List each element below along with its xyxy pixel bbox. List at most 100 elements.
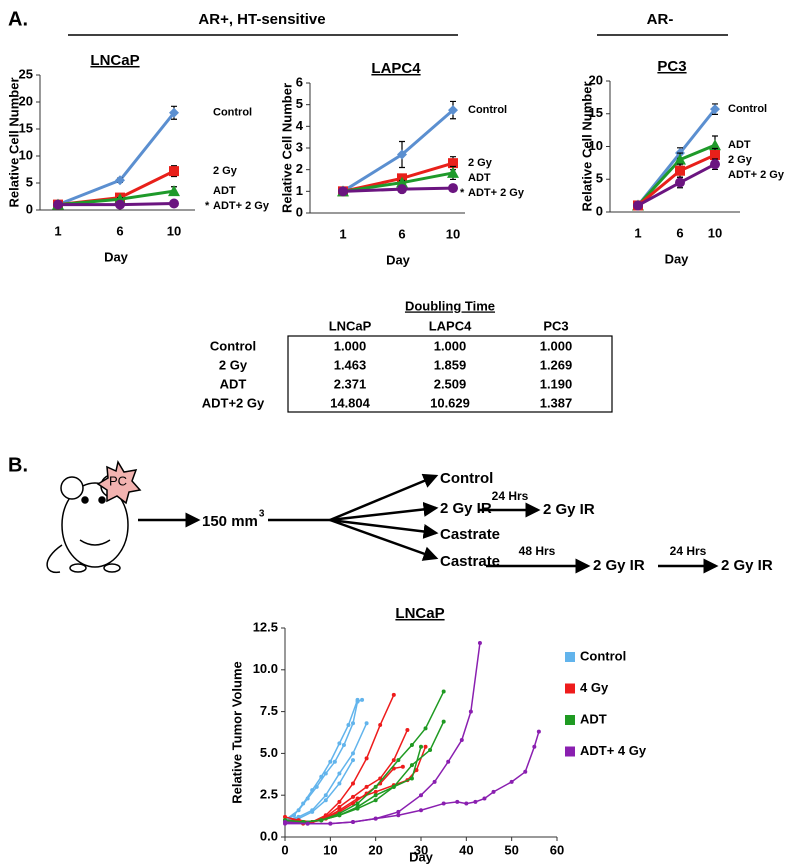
marker — [351, 758, 355, 763]
table-cell: 1.190 — [540, 376, 573, 391]
x-tick-label: 1 — [339, 226, 346, 241]
marker — [355, 801, 360, 806]
series-label: 2 Gy — [468, 157, 493, 169]
marker — [396, 758, 401, 763]
marker — [338, 186, 348, 197]
arm-label: Control — [440, 470, 493, 487]
series-label: ADT — [213, 185, 236, 197]
y-tick-label: 10.0 — [253, 661, 278, 676]
marker — [323, 798, 328, 803]
table-cell: 1.859 — [434, 357, 467, 372]
y-tick-label: 20 — [589, 72, 603, 87]
marker — [405, 727, 410, 732]
marker — [328, 759, 333, 764]
table-cell: 1.000 — [334, 338, 367, 353]
series-label: Control — [213, 107, 252, 119]
x-tick-label: 10 — [167, 223, 181, 238]
series-label: ADT+ 2 Gy — [468, 187, 525, 199]
marker — [482, 796, 487, 801]
marker — [53, 199, 63, 210]
y-tick-label: 6 — [296, 74, 303, 89]
row-label: ADT — [220, 376, 247, 391]
marker — [441, 689, 446, 694]
column-header: LAPC4 — [429, 318, 472, 333]
y-tick-label: 25 — [19, 66, 33, 81]
marker — [391, 784, 396, 789]
marker — [710, 104, 720, 115]
y-tick-label: 7.5 — [260, 703, 278, 718]
series-label: ADT — [468, 172, 491, 184]
interval-label: 24 Hrs — [492, 489, 529, 503]
table-cell: 10.629 — [430, 395, 470, 410]
marker — [355, 697, 360, 702]
marker — [536, 729, 541, 734]
marker — [419, 744, 423, 749]
marker — [419, 793, 423, 798]
marker — [491, 789, 496, 794]
marker — [373, 784, 378, 789]
marker — [373, 789, 378, 794]
series-label: ADT+ 2 Gy — [728, 169, 785, 181]
x-tick-label: 10 — [323, 842, 337, 857]
marker — [169, 198, 179, 209]
legend-swatch — [565, 652, 575, 662]
marker — [351, 801, 355, 806]
column-header: LNCaP — [329, 318, 372, 333]
arm-label: Castrate — [440, 553, 500, 570]
marker — [423, 726, 428, 731]
marker — [710, 159, 720, 170]
x-tick-label: 60 — [550, 842, 564, 857]
marker — [468, 709, 473, 714]
x-axis-label: Day — [104, 249, 129, 264]
y-axis-label: Relative Tumor Volume — [229, 661, 244, 804]
marker — [332, 759, 337, 764]
y-tick-label: 0 — [596, 203, 603, 218]
marker — [364, 721, 369, 726]
marker — [409, 743, 414, 748]
table-cell: 1.463 — [334, 357, 367, 372]
marker — [305, 821, 310, 826]
arrow — [329, 518, 439, 561]
x-tick-label: 50 — [504, 842, 518, 857]
x-tick-label: 30 — [414, 842, 428, 857]
y-tick-label: 5 — [26, 174, 33, 189]
marker — [709, 139, 721, 151]
marker — [337, 781, 342, 786]
marker — [351, 721, 355, 726]
marker — [419, 808, 423, 813]
marker — [115, 175, 125, 186]
marker — [283, 814, 287, 819]
marker — [674, 153, 686, 165]
series-line — [284, 642, 481, 825]
marker — [323, 771, 328, 776]
marker — [473, 799, 478, 804]
treatment-label: 2 Gy IR — [721, 557, 773, 574]
marker — [447, 166, 459, 178]
marker — [396, 813, 401, 818]
start-volume: 150 mm — [202, 513, 258, 530]
marker — [423, 744, 428, 749]
legend-label: ADT — [580, 711, 607, 726]
y-tick-label: 15 — [589, 105, 603, 120]
marker — [441, 719, 446, 724]
x-tick-label: 20 — [368, 842, 382, 857]
marker — [351, 819, 355, 824]
marker — [341, 743, 346, 748]
y-tick-label: 12.5 — [253, 619, 278, 634]
marker — [323, 793, 328, 798]
y-tick-label: 5 — [296, 96, 303, 111]
y-tick-label: 0.0 — [260, 828, 278, 843]
tumor-label: PC — [109, 473, 127, 488]
y-tick-label: 0 — [296, 204, 303, 219]
marker — [373, 798, 378, 803]
x-tick-label: 1 — [634, 225, 641, 240]
chart-title: PC3 — [657, 58, 686, 75]
marker — [360, 697, 365, 702]
series-label: ADT — [728, 139, 751, 151]
y-tick-label: 2 — [296, 161, 303, 176]
marker — [448, 183, 458, 194]
significance-mark: * — [205, 200, 210, 212]
marker — [373, 793, 378, 798]
marker — [432, 779, 437, 784]
marker — [710, 150, 720, 161]
